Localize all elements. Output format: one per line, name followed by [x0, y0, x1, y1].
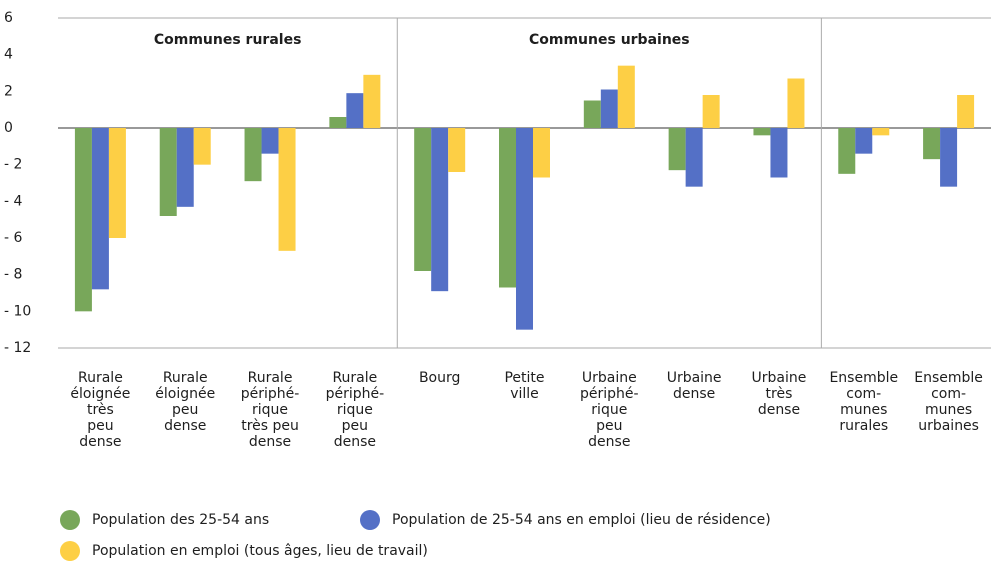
bar — [787, 78, 805, 128]
bar — [363, 74, 381, 128]
x-tick-label: dense — [758, 402, 800, 418]
bar — [838, 128, 856, 174]
x-tick-label: dense — [164, 418, 206, 434]
y-tick-label: - 12 — [4, 340, 31, 356]
bar — [855, 128, 873, 154]
bar — [685, 128, 703, 187]
y-tick-label: - 10 — [4, 303, 31, 319]
y-tick-label: 2 — [4, 83, 13, 99]
x-tick-label: très — [87, 402, 114, 418]
x-tick-label: com- — [931, 386, 966, 402]
bar — [414, 128, 432, 271]
x-tick-label: Bourg — [419, 370, 460, 386]
x-tick-label: rique — [337, 402, 373, 418]
x-tick-label: périphé- — [326, 386, 385, 402]
x-tick-label: urbaines — [918, 418, 979, 434]
y-tick-label: - 8 — [4, 267, 22, 283]
x-tick-label: très peu — [241, 418, 299, 434]
x-tick-label: dense — [249, 434, 291, 450]
legend-swatch — [360, 510, 380, 530]
x-tick-label: munes — [840, 402, 887, 418]
x-tick-label: très — [766, 386, 793, 402]
bar — [108, 128, 126, 238]
bar — [583, 100, 601, 128]
bar — [431, 128, 449, 292]
x-tick-label: rique — [252, 402, 288, 418]
bar — [499, 128, 516, 288]
bar — [74, 128, 92, 312]
bar — [533, 128, 550, 178]
x-tick-label: com- — [846, 386, 881, 402]
bar — [346, 93, 364, 128]
bar — [753, 128, 771, 136]
x-tick-label: dense — [79, 434, 121, 450]
x-tick-label: peu — [342, 418, 368, 434]
group-label: Communes urbaines — [529, 32, 690, 48]
x-tick-label: Rurale — [248, 370, 293, 386]
x-tick-label: dense — [334, 434, 376, 450]
legend-swatch — [60, 541, 80, 561]
bar — [770, 128, 788, 178]
x-tick-label: éloignée — [155, 386, 215, 402]
y-tick-label: - 4 — [4, 193, 23, 209]
bar — [940, 128, 958, 187]
bar — [159, 128, 177, 216]
x-tick-label: peu — [172, 402, 198, 418]
legend-swatch — [60, 510, 80, 530]
x-tick-label: Petite — [504, 370, 544, 386]
x-tick-label: dense — [588, 434, 630, 450]
bar — [176, 128, 194, 207]
x-tick-label: rique — [591, 402, 627, 418]
group-label: Communes rurales — [154, 32, 302, 48]
x-tick-label: périphé- — [580, 386, 639, 402]
x-tick-label: Rurale — [163, 370, 208, 386]
bar — [244, 128, 262, 182]
x-tick-label: rurales — [839, 418, 888, 434]
x-tick-label: munes — [925, 402, 972, 418]
bar — [702, 95, 720, 128]
bar — [91, 128, 109, 290]
y-tick-label: 0 — [4, 120, 13, 136]
bar — [278, 128, 296, 251]
x-tick-label: Rurale — [78, 370, 123, 386]
bar — [193, 128, 211, 165]
bar — [617, 65, 635, 128]
x-tick-label: ville — [510, 386, 539, 402]
bar — [600, 89, 618, 128]
x-tick-label: Ensemble — [829, 370, 898, 386]
y-tick-label: - 6 — [4, 230, 23, 246]
y-tick-label: 4 — [4, 47, 13, 63]
x-tick-label: Urbaine — [667, 370, 722, 386]
legend-label: Population de 25-54 ans en emploi (lieu … — [392, 512, 771, 528]
x-tick-label: périphé- — [241, 386, 300, 402]
x-tick-label: éloignée — [70, 386, 130, 402]
bar — [957, 95, 975, 128]
x-tick-label: Urbaine — [752, 370, 807, 386]
y-tick-label: 6 — [4, 10, 13, 26]
bar — [872, 128, 890, 136]
bar — [448, 128, 466, 172]
y-tick-label: - 2 — [4, 157, 22, 173]
x-tick-label: dense — [673, 386, 715, 402]
x-tick-label: Ensemble — [914, 370, 983, 386]
bar — [329, 117, 347, 128]
bar — [516, 128, 533, 330]
bar — [923, 128, 941, 160]
bar — [261, 128, 279, 154]
x-tick-label: peu — [87, 418, 113, 434]
x-tick-label: Rurale — [332, 370, 377, 386]
legend-label: Population des 25-54 ans — [92, 512, 269, 528]
x-tick-label: Urbaine — [582, 370, 637, 386]
legend-label: Population en emploi (tous âges, lieu de… — [92, 543, 428, 559]
x-tick-label: peu — [596, 418, 622, 434]
bar — [668, 128, 686, 171]
